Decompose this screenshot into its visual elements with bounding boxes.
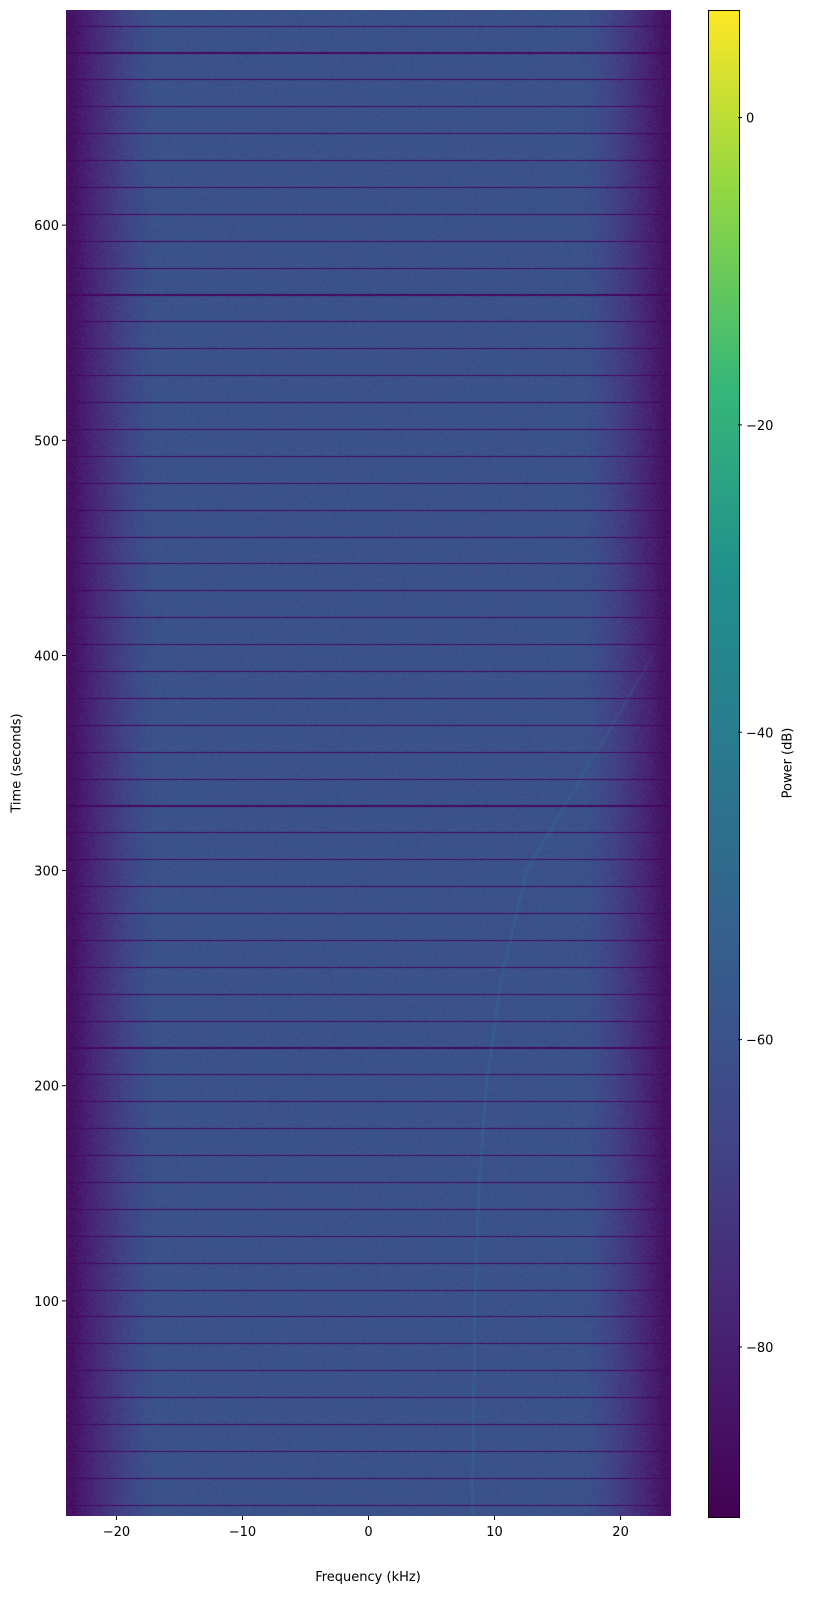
x-tick-label: −20	[103, 1525, 130, 1540]
x-tick-label: 0	[364, 1525, 372, 1540]
y-tick-label: 200	[34, 1080, 59, 1095]
y-tick-label: 400	[34, 649, 59, 664]
spectrogram-heatmap	[66, 10, 671, 1516]
y-tick-label: 300	[34, 865, 59, 880]
x-tick-label: 10	[486, 1525, 503, 1540]
x-axis-label: Frequency (kHz)	[315, 1570, 421, 1585]
y-axis-label: Time (seconds)	[9, 713, 25, 813]
colorbar-tick-label: −20	[746, 419, 773, 434]
colorbar-tick-label: −80	[746, 1341, 773, 1356]
y-tick-label: 500	[34, 434, 59, 449]
y-tick-label: 100	[34, 1295, 59, 1310]
x-tick-label: −10	[229, 1525, 256, 1540]
x-tick-label: 20	[612, 1525, 629, 1540]
y-tick-label: 600	[34, 219, 59, 234]
colorbar-label: Power (dB)	[780, 727, 796, 799]
colorbar-tick-label: 0	[746, 112, 754, 127]
colorbar-tick-label: −60	[746, 1034, 773, 1049]
colorbar	[708, 10, 740, 1518]
colorbar-tick-label: −40	[746, 726, 773, 741]
